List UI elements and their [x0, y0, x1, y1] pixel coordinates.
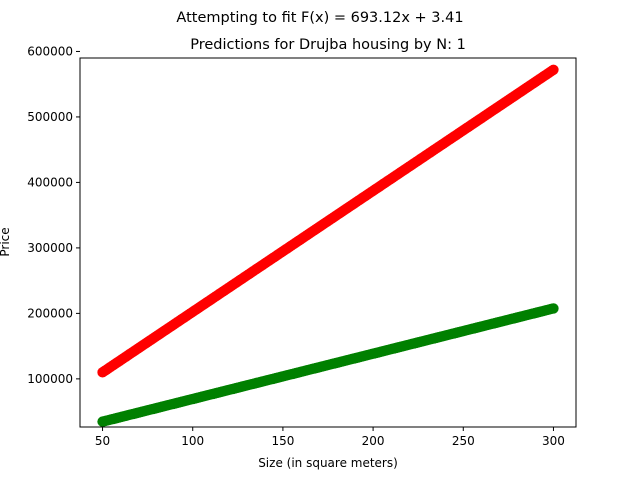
x-axis-label: Size (in square meters) — [258, 456, 398, 470]
x-tick-label: 50 — [95, 434, 110, 448]
y-axis-label: Price — [0, 227, 12, 256]
x-tick-label: 100 — [181, 434, 204, 448]
y-axis-ticks: 100000 200000 300000 400000 500000 600000 — [27, 44, 80, 386]
x-tick-label: 300 — [542, 434, 565, 448]
data-point — [548, 303, 559, 314]
chart-title: Predictions for Drujba housing by N: 1 — [190, 37, 466, 53]
plot-area-frame — [79, 57, 577, 428]
y-tick-label: 100000 — [27, 372, 73, 386]
x-tick-label: 250 — [452, 434, 475, 448]
points-layer — [97, 64, 559, 427]
data-point — [548, 64, 559, 75]
x-tick-label: 150 — [271, 434, 294, 448]
series-1 — [97, 303, 559, 427]
y-tick-label: 200000 — [27, 306, 73, 320]
series-0 — [97, 64, 559, 378]
y-tick-label: 500000 — [27, 110, 73, 124]
figure-suptitle: Attempting to fit F(x) = 693.12x + 3.41 — [176, 10, 463, 26]
x-axis-ticks: 50 100 150 200 250 300 — [95, 427, 565, 448]
y-tick-label: 600000 — [27, 44, 73, 58]
y-tick-label: 300000 — [27, 241, 73, 255]
x-tick-label: 200 — [362, 434, 385, 448]
y-tick-label: 400000 — [27, 175, 73, 189]
